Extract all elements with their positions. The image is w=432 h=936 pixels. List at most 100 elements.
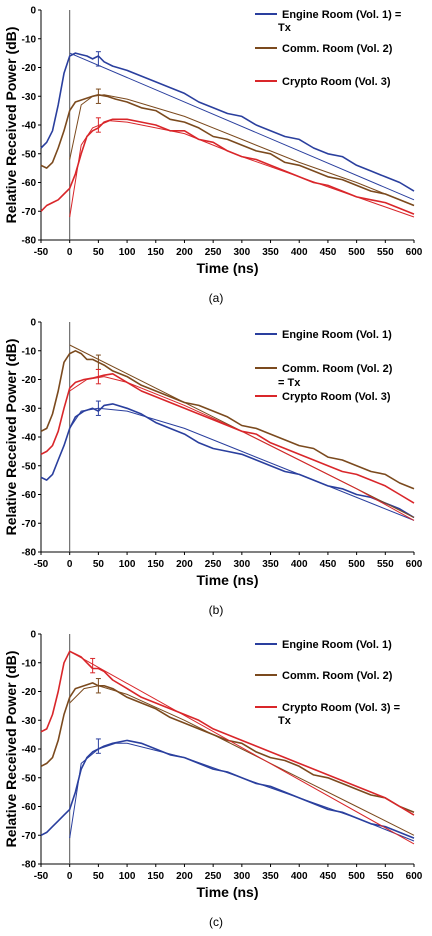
error-bar-series-1 — [95, 51, 101, 67]
x-tick-label: 0 — [67, 559, 73, 570]
error-bar-series-1 — [95, 738, 101, 754]
measured-line-series-1 — [40, 739, 415, 839]
y-tick-label: -80 — [22, 236, 37, 247]
legend-label: Comm. Room (Vol. 2) — [282, 670, 393, 682]
x-tick-label: 400 — [291, 559, 308, 570]
x-tick-label: 250 — [205, 871, 222, 882]
legend-label: Crypto Room (Vol. 3) = — [282, 702, 400, 714]
fit-line-series-3 — [69, 120, 415, 218]
legend-label: Tx — [278, 715, 292, 727]
x-tick-label: 0 — [67, 247, 73, 258]
measured-line-series-2 — [40, 349, 415, 490]
x-tick-label: 250 — [205, 559, 222, 570]
x-tick-label: 300 — [234, 559, 251, 570]
y-tick-label: -10 — [22, 658, 37, 669]
x-tick-label: 50 — [93, 871, 105, 882]
y-tick-label: -60 — [22, 490, 37, 501]
error-bar-series-2 — [95, 88, 101, 104]
y-tick-label: -80 — [22, 548, 37, 559]
x-tick-label: 100 — [119, 871, 136, 882]
x-tick-label: 200 — [176, 559, 193, 570]
x-tick-label: -50 — [34, 559, 49, 570]
x-tick-label: 250 — [205, 247, 222, 258]
error-bar-series-2 — [95, 678, 101, 694]
y-tick-label: -30 — [22, 92, 37, 103]
chart-c: 0-10-20-30-40-50-60-70-80-50 0 50 100 150 200… — [3, 630, 423, 930]
x-tick-label: 550 — [377, 247, 394, 258]
measured-line-series-1 — [40, 403, 415, 519]
x-tick-label: 600 — [406, 871, 423, 882]
y-tick-label: -70 — [22, 831, 37, 842]
y-tick-label: 0 — [30, 318, 36, 329]
chart-panel-c: 0 -10 -20 -30 -40 -50 -60 -70 -80 -50 0 50 100 150 200… — [0, 624, 432, 936]
y-tick-label: -50 — [22, 461, 37, 472]
legend-label: Tx — [278, 22, 292, 34]
measured-line-series-1 — [40, 52, 415, 192]
x-tick-label: -50 — [34, 247, 49, 258]
panel-caption: (c) — [209, 915, 223, 929]
legend-label: Comm. Room (Vol. 2) — [282, 43, 393, 55]
panel-caption: (b) — [209, 603, 224, 617]
x-axis-label: Time (ns) — [197, 884, 259, 900]
x-tick-label: 550 — [377, 871, 394, 882]
y-tick-label: -80 — [22, 860, 37, 871]
error-bar-series-3 — [95, 368, 101, 385]
y-tick-label: -40 — [22, 121, 37, 132]
measured-line-series-2 — [40, 94, 415, 207]
y-tick-label: -40 — [22, 433, 37, 444]
y-tick-label: 0 — [30, 6, 36, 17]
chart-a: 0-10-20-30-40-50-60-70-80-50 0 50 100 150 200… — [3, 6, 423, 306]
legend-label: Engine Room (Vol. 1) — [282, 639, 392, 651]
panel-caption: (a) — [209, 291, 224, 305]
measured-line-series-2 — [40, 682, 415, 814]
y-tick-label: -50 — [22, 773, 37, 784]
measured-line-series-3 — [40, 372, 415, 504]
y-tick-label: -40 — [22, 745, 37, 756]
legend-label: Engine Room (Vol. 1) — [282, 329, 392, 341]
fit-line-series-3 — [69, 650, 415, 845]
y-tick-label: -10 — [22, 346, 37, 357]
y-tick-label: -60 — [22, 178, 37, 189]
legend-label: Crypto Room (Vol. 3) — [282, 76, 391, 88]
x-tick-label: 0 — [67, 871, 73, 882]
x-tick-label: 500 — [348, 559, 365, 570]
x-tick-label: 300 — [234, 247, 251, 258]
legend-label: Engine Room (Vol. 1) = — [282, 9, 401, 21]
legend-label: = Tx — [278, 377, 301, 389]
error-bar-series-1 — [95, 400, 101, 416]
measured-line-series-3 — [40, 118, 415, 215]
x-tick-label: 450 — [320, 871, 337, 882]
x-tick-label: 600 — [406, 247, 423, 258]
x-tick-label: 500 — [348, 871, 365, 882]
y-tick-label: -70 — [22, 519, 37, 530]
fit-line-series-1 — [69, 742, 415, 842]
x-tick-label: 200 — [176, 247, 193, 258]
x-tick-label: 150 — [147, 247, 164, 258]
measured-line-series-3 — [40, 650, 415, 816]
chart-panel-b: 0 -10 -20 -30 -40 -50 -60 -70 -80 -50 0 50 100 150 200… — [0, 312, 432, 624]
x-tick-label: 400 — [291, 871, 308, 882]
x-tick-label: 200 — [176, 871, 193, 882]
x-tick-label: 150 — [147, 871, 164, 882]
legend-label: Comm. Room (Vol. 2) — [282, 363, 393, 375]
x-tick-label: 100 — [119, 247, 136, 258]
error-bar-series-3 — [90, 657, 96, 674]
y-tick-label: -70 — [22, 207, 37, 218]
y-tick-label: -60 — [22, 802, 37, 813]
y-tick-label: -20 — [22, 63, 37, 74]
fit-line-series-2 — [69, 685, 415, 836]
x-tick-label: 450 — [320, 247, 337, 258]
fit-line-series-2 — [69, 94, 415, 206]
y-tick-label: -10 — [22, 34, 37, 45]
error-bar-series-3 — [95, 117, 101, 133]
y-axis-label: Relative Received Power (dB) — [3, 651, 19, 848]
x-tick-label: -50 — [34, 871, 49, 882]
x-tick-label: 350 — [262, 247, 279, 258]
y-axis-label: Relative Received Power (dB) — [3, 27, 19, 224]
x-axis-label: Time (ns) — [197, 260, 259, 276]
x-tick-label: 100 — [119, 559, 136, 570]
x-tick-label: 350 — [262, 559, 279, 570]
x-tick-label: 300 — [234, 871, 251, 882]
chart-b: 0-10-20-30-40-50-60-70-80-50 0 50 100 150 200… — [3, 318, 423, 618]
y-tick-label: 0 — [30, 630, 36, 641]
